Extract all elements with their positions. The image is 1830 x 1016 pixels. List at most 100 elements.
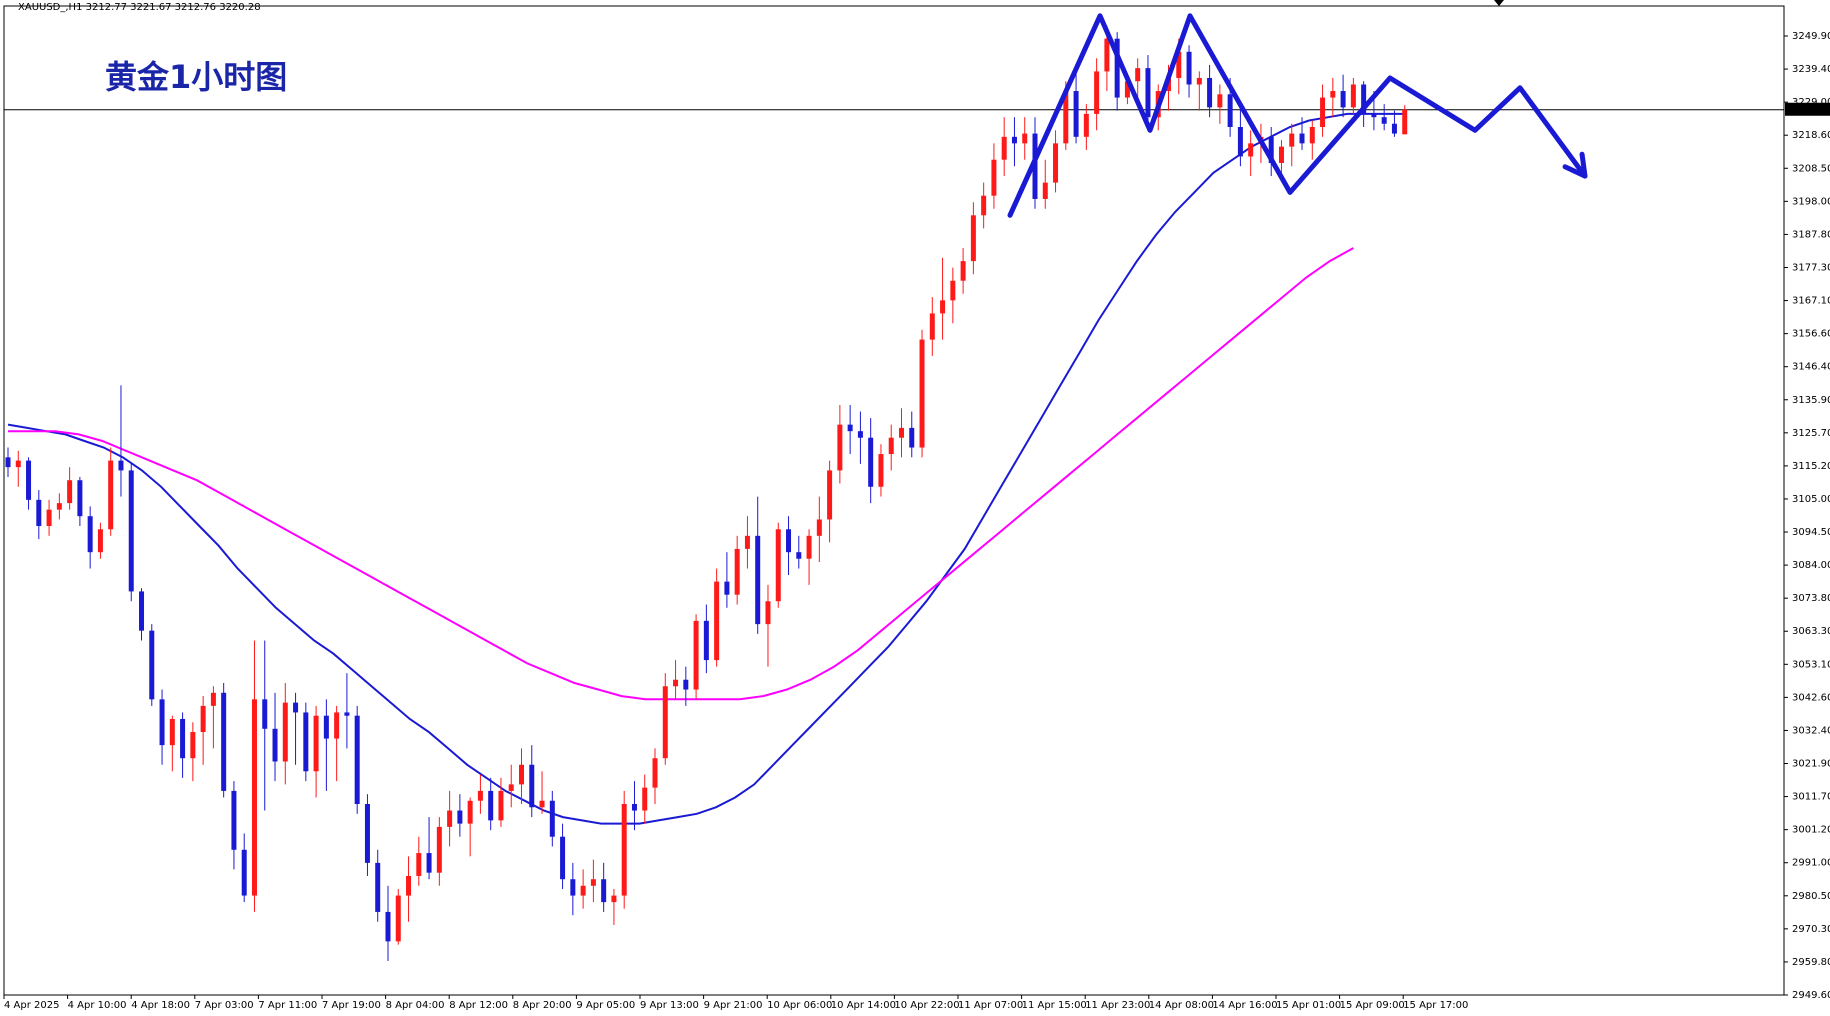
candle-body [981, 195, 987, 216]
x-tick-label: 4 Apr 10:00 [68, 1000, 127, 1011]
candle-body [590, 879, 596, 886]
candle-body [467, 800, 473, 824]
y-tick-label: 3177.30 [1792, 262, 1830, 273]
candle-body [1011, 136, 1017, 144]
candle-body [498, 790, 504, 821]
candle-body [827, 470, 833, 520]
candle-body [775, 529, 781, 602]
candle-body [1053, 143, 1059, 183]
candle-body [919, 339, 925, 448]
candle-body [1124, 81, 1130, 98]
x-tick-label: 8 Apr 20:00 [513, 1000, 572, 1011]
x-tick-label: 15 Apr 17:00 [1403, 1000, 1468, 1011]
candle-body [878, 454, 884, 487]
candle-body [36, 499, 42, 527]
candle-body [108, 460, 114, 530]
candle-body [806, 535, 812, 559]
y-tick-label: 3042.60 [1792, 692, 1830, 703]
candle-body [1361, 84, 1367, 114]
y-tick-label: 3229.00 [1792, 97, 1830, 108]
x-tick-label: 8 Apr 04:00 [386, 1000, 445, 1011]
candle-body [1032, 133, 1038, 199]
zigzag-arrow [1007, 13, 1588, 218]
candle-body [960, 261, 966, 281]
x-tick-label: 14 Apr 16:00 [1212, 1000, 1277, 1011]
x-tick-label: 11 Apr 07:00 [958, 1000, 1023, 1011]
candle-body [221, 692, 227, 791]
candle-body [950, 280, 956, 301]
y-tick-label: 2970.30 [1792, 924, 1830, 935]
y-tick-label: 2949.60 [1792, 990, 1830, 1001]
candle-body [1381, 117, 1387, 124]
x-tick-label: 9 Apr 05:00 [576, 1000, 635, 1011]
candle-body [991, 159, 997, 196]
candle-body [1207, 77, 1213, 108]
candle-body [67, 480, 73, 504]
candle-body [724, 581, 730, 595]
candle-body [673, 679, 679, 687]
x-tick-label: 7 Apr 03:00 [195, 1000, 254, 1011]
x-tick-label: 10 Apr 22:00 [894, 1000, 959, 1011]
arrow-head [1562, 151, 1588, 179]
candle-body [1094, 71, 1100, 114]
x-tick-label: 7 Apr 11:00 [258, 1000, 317, 1011]
candle-body [477, 790, 483, 801]
candle-body [436, 826, 442, 873]
candle-body [1237, 127, 1243, 157]
y-tick-label: 3073.80 [1792, 593, 1830, 604]
candle-body [570, 879, 576, 896]
candle-body [549, 800, 555, 837]
candle-body [139, 591, 145, 631]
candle-body [1073, 91, 1079, 137]
candle-body [447, 810, 453, 827]
candle-body [231, 790, 237, 850]
y-tick-label: 3105.00 [1792, 494, 1830, 505]
y-tick-label: 3032.40 [1792, 725, 1830, 736]
chart-title: 黄金1小时图 [105, 58, 288, 96]
candle-body [539, 800, 545, 808]
candle-body [621, 804, 627, 896]
candle-body [580, 885, 586, 896]
candle-body [1391, 123, 1397, 134]
candle-body [426, 853, 432, 873]
candle-body [786, 529, 792, 553]
x-tick-label: 11 Apr 23:00 [1085, 1000, 1150, 1011]
candle-body [765, 601, 771, 625]
x-tick-label: 7 Apr 19:00 [322, 1000, 381, 1011]
x-tick-label: 9 Apr 21:00 [704, 1000, 763, 1011]
y-tick-label: 3053.10 [1792, 659, 1830, 670]
candle-body [1176, 51, 1182, 78]
candle-body [744, 535, 750, 549]
x-tick-label: 8 Apr 12:00 [449, 1000, 508, 1011]
candle-body [1340, 91, 1346, 108]
candle-body [416, 853, 422, 876]
y-tick-label: 3218.60 [1792, 130, 1830, 141]
y-tick-label: 3094.50 [1792, 527, 1830, 538]
candle-body [703, 620, 709, 661]
candle-body [149, 630, 155, 700]
candle-body [970, 215, 976, 262]
candle-body [334, 712, 340, 739]
candle-body [406, 875, 412, 896]
candle-body [683, 679, 689, 690]
x-tick-label: 14 Apr 08:00 [1149, 1000, 1214, 1011]
y-tick-label: 2959.80 [1792, 957, 1830, 968]
candle-body [1371, 113, 1377, 118]
candle-body [385, 911, 391, 942]
y-tick-label: 3084.00 [1792, 560, 1830, 571]
candle-body [210, 692, 216, 706]
y-tick-label: 2991.00 [1792, 858, 1830, 869]
candle-body [847, 424, 853, 432]
x-tick-label: 10 Apr 06:00 [767, 1000, 832, 1011]
candle-body [508, 784, 514, 791]
candle-body [529, 764, 535, 808]
candle-body [857, 431, 863, 438]
y-tick-label: 3135.90 [1792, 395, 1830, 406]
y-tick-label: 3011.70 [1792, 792, 1830, 803]
candle-body [1083, 113, 1089, 137]
candle-body [5, 457, 11, 468]
x-tick-label: 15 Apr 01:00 [1276, 1000, 1341, 1011]
candle-body [241, 849, 247, 896]
